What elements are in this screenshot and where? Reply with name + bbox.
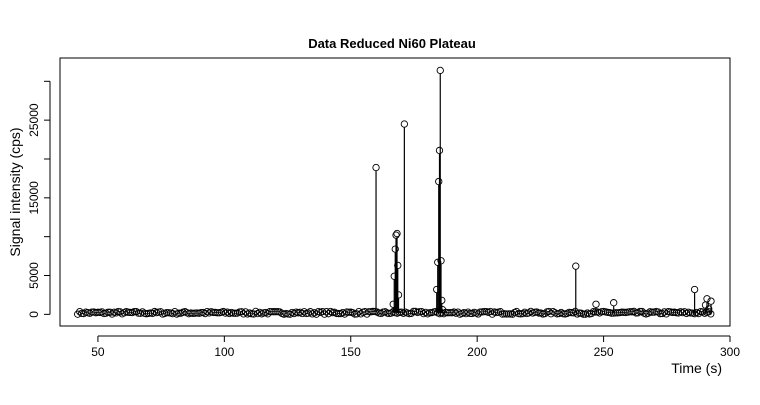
data-point: [434, 258, 442, 266]
data-point: [108, 310, 116, 318]
data-point: [705, 305, 713, 313]
data-point: [393, 229, 401, 238]
data-point: [400, 120, 409, 128]
x-tick-label: 150: [341, 345, 361, 359]
data-point: [435, 177, 443, 186]
data-point: [707, 297, 715, 305]
data-point: [496, 308, 505, 316]
data-point: [252, 307, 260, 316]
data-point: [592, 300, 600, 308]
chart-title: Data Reduced Ni60 Plateau: [308, 36, 476, 51]
data-point: [707, 310, 715, 318]
data-point: [392, 231, 400, 239]
x-tick-label: 250: [594, 345, 614, 359]
data-point: [389, 300, 397, 308]
data-point: [610, 299, 618, 307]
data-point: [363, 310, 371, 318]
series-lines: [77, 73, 712, 315]
x-axis-label: Time (s): [671, 360, 722, 376]
data-point: [391, 245, 399, 253]
data-point: [320, 310, 329, 318]
x-axis: 50 100 150 200 250 300: [91, 335, 740, 359]
data-point: [433, 285, 441, 294]
data-point: [390, 272, 398, 280]
data-point: [372, 163, 380, 172]
data-point: [394, 261, 402, 270]
data-point: [690, 285, 699, 294]
data-point: [437, 257, 445, 265]
y-axis-label: Signal intensity (cps): [7, 127, 23, 256]
y-axis: 0 5000 15000 25000: [27, 80, 51, 318]
series-points: [74, 66, 715, 318]
data-point: [701, 301, 710, 309]
y-tick-label: 5000: [27, 262, 41, 289]
data-point: [438, 296, 446, 305]
data-point: [705, 308, 713, 316]
y-tick-label: 15000: [27, 181, 41, 215]
data-point: [436, 66, 444, 75]
data-point: [703, 295, 711, 303]
data-point: [306, 308, 314, 316]
data-point: [312, 310, 321, 318]
x-tick-label: 200: [467, 345, 487, 359]
x-tick-label: 100: [214, 345, 234, 359]
x-tick-label: 50: [91, 345, 105, 359]
data-point: [435, 146, 444, 155]
data-point: [636, 307, 644, 316]
plot-frame: [59, 57, 731, 327]
data-point: [572, 262, 580, 270]
x-tick-label: 300: [720, 345, 740, 359]
data-point: [394, 291, 403, 299]
y-tick-label: 25000: [27, 103, 41, 137]
y-tick-label: 0: [27, 311, 41, 318]
data-point: [474, 310, 482, 318]
